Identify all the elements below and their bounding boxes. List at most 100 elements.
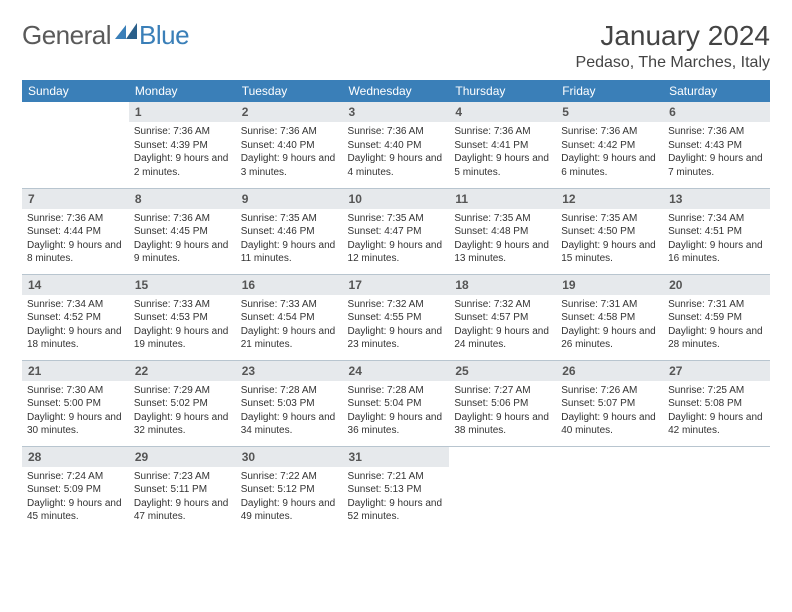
day-details: Sunrise: 7:27 AMSunset: 5:06 PMDaylight:… [449, 381, 556, 440]
day-details: Sunrise: 7:26 AMSunset: 5:07 PMDaylight:… [556, 381, 663, 440]
calendar-cell [663, 446, 770, 532]
day-number: 5 [556, 102, 663, 122]
day-details: Sunrise: 7:24 AMSunset: 5:09 PMDaylight:… [22, 467, 129, 526]
day-number: 22 [129, 361, 236, 381]
day-number: 10 [343, 189, 450, 209]
logo-text-blue: Blue [139, 20, 189, 51]
calendar-cell: 16Sunrise: 7:33 AMSunset: 4:54 PMDayligh… [236, 274, 343, 360]
weekday-header: Saturday [663, 80, 770, 102]
weekday-header: Monday [129, 80, 236, 102]
day-number: 26 [556, 361, 663, 381]
calendar-table: SundayMondayTuesdayWednesdayThursdayFrid… [22, 80, 770, 532]
calendar-cell: 27Sunrise: 7:25 AMSunset: 5:08 PMDayligh… [663, 360, 770, 446]
day-details: Sunrise: 7:31 AMSunset: 4:58 PMDaylight:… [556, 295, 663, 354]
day-details: Sunrise: 7:32 AMSunset: 4:57 PMDaylight:… [449, 295, 556, 354]
day-details: Sunrise: 7:21 AMSunset: 5:13 PMDaylight:… [343, 467, 450, 526]
day-details: Sunrise: 7:23 AMSunset: 5:11 PMDaylight:… [129, 467, 236, 526]
day-details: Sunrise: 7:36 AMSunset: 4:40 PMDaylight:… [343, 122, 450, 181]
calendar-cell [449, 446, 556, 532]
day-number: 8 [129, 189, 236, 209]
day-details: Sunrise: 7:35 AMSunset: 4:46 PMDaylight:… [236, 209, 343, 268]
calendar-row: 1Sunrise: 7:36 AMSunset: 4:39 PMDaylight… [22, 102, 770, 188]
day-number: 11 [449, 189, 556, 209]
day-number: 30 [236, 447, 343, 467]
logo-mark-icon [115, 23, 137, 39]
logo-text-general: General [22, 20, 111, 51]
day-number: 27 [663, 361, 770, 381]
day-number: 21 [22, 361, 129, 381]
calendar-row: 14Sunrise: 7:34 AMSunset: 4:52 PMDayligh… [22, 274, 770, 360]
calendar-cell: 12Sunrise: 7:35 AMSunset: 4:50 PMDayligh… [556, 188, 663, 274]
calendar-cell: 7Sunrise: 7:36 AMSunset: 4:44 PMDaylight… [22, 188, 129, 274]
day-number: 20 [663, 275, 770, 295]
calendar-cell: 31Sunrise: 7:21 AMSunset: 5:13 PMDayligh… [343, 446, 450, 532]
day-details: Sunrise: 7:36 AMSunset: 4:45 PMDaylight:… [129, 209, 236, 268]
day-details: Sunrise: 7:28 AMSunset: 5:04 PMDaylight:… [343, 381, 450, 440]
day-details: Sunrise: 7:35 AMSunset: 4:48 PMDaylight:… [449, 209, 556, 268]
day-details: Sunrise: 7:35 AMSunset: 4:47 PMDaylight:… [343, 209, 450, 268]
calendar-cell: 24Sunrise: 7:28 AMSunset: 5:04 PMDayligh… [343, 360, 450, 446]
calendar-cell: 6Sunrise: 7:36 AMSunset: 4:43 PMDaylight… [663, 102, 770, 188]
weekday-header: Thursday [449, 80, 556, 102]
weekday-header-row: SundayMondayTuesdayWednesdayThursdayFrid… [22, 80, 770, 102]
day-number: 28 [22, 447, 129, 467]
day-number: 7 [22, 189, 129, 209]
day-details: Sunrise: 7:34 AMSunset: 4:52 PMDaylight:… [22, 295, 129, 354]
calendar-cell: 19Sunrise: 7:31 AMSunset: 4:58 PMDayligh… [556, 274, 663, 360]
calendar-cell: 26Sunrise: 7:26 AMSunset: 5:07 PMDayligh… [556, 360, 663, 446]
calendar-row: 21Sunrise: 7:30 AMSunset: 5:00 PMDayligh… [22, 360, 770, 446]
day-number: 12 [556, 189, 663, 209]
calendar-cell: 2Sunrise: 7:36 AMSunset: 4:40 PMDaylight… [236, 102, 343, 188]
day-number: 29 [129, 447, 236, 467]
title-block: January 2024 Pedaso, The Marches, Italy [576, 20, 770, 72]
day-details: Sunrise: 7:36 AMSunset: 4:41 PMDaylight:… [449, 122, 556, 181]
weekday-header: Wednesday [343, 80, 450, 102]
calendar-cell: 4Sunrise: 7:36 AMSunset: 4:41 PMDaylight… [449, 102, 556, 188]
calendar-cell: 3Sunrise: 7:36 AMSunset: 4:40 PMDaylight… [343, 102, 450, 188]
day-number: 25 [449, 361, 556, 381]
calendar-cell: 25Sunrise: 7:27 AMSunset: 5:06 PMDayligh… [449, 360, 556, 446]
day-details: Sunrise: 7:36 AMSunset: 4:44 PMDaylight:… [22, 209, 129, 268]
calendar-cell: 28Sunrise: 7:24 AMSunset: 5:09 PMDayligh… [22, 446, 129, 532]
day-number: 14 [22, 275, 129, 295]
calendar-cell: 17Sunrise: 7:32 AMSunset: 4:55 PMDayligh… [343, 274, 450, 360]
day-details: Sunrise: 7:30 AMSunset: 5:00 PMDaylight:… [22, 381, 129, 440]
day-details: Sunrise: 7:28 AMSunset: 5:03 PMDaylight:… [236, 381, 343, 440]
calendar-cell: 15Sunrise: 7:33 AMSunset: 4:53 PMDayligh… [129, 274, 236, 360]
day-details: Sunrise: 7:36 AMSunset: 4:43 PMDaylight:… [663, 122, 770, 181]
calendar-cell: 1Sunrise: 7:36 AMSunset: 4:39 PMDaylight… [129, 102, 236, 188]
day-number: 31 [343, 447, 450, 467]
day-details: Sunrise: 7:36 AMSunset: 4:42 PMDaylight:… [556, 122, 663, 181]
calendar-cell: 21Sunrise: 7:30 AMSunset: 5:00 PMDayligh… [22, 360, 129, 446]
day-number: 2 [236, 102, 343, 122]
day-number: 18 [449, 275, 556, 295]
calendar-row: 28Sunrise: 7:24 AMSunset: 5:09 PMDayligh… [22, 446, 770, 532]
day-number: 19 [556, 275, 663, 295]
month-title: January 2024 [576, 20, 770, 52]
calendar-cell: 30Sunrise: 7:22 AMSunset: 5:12 PMDayligh… [236, 446, 343, 532]
day-number: 3 [343, 102, 450, 122]
day-number: 24 [343, 361, 450, 381]
day-number: 15 [129, 275, 236, 295]
day-number: 4 [449, 102, 556, 122]
day-details: Sunrise: 7:29 AMSunset: 5:02 PMDaylight:… [129, 381, 236, 440]
day-details: Sunrise: 7:31 AMSunset: 4:59 PMDaylight:… [663, 295, 770, 354]
day-details: Sunrise: 7:33 AMSunset: 4:54 PMDaylight:… [236, 295, 343, 354]
day-details: Sunrise: 7:25 AMSunset: 5:08 PMDaylight:… [663, 381, 770, 440]
calendar-cell: 18Sunrise: 7:32 AMSunset: 4:57 PMDayligh… [449, 274, 556, 360]
calendar-cell [22, 102, 129, 188]
calendar-body: 1Sunrise: 7:36 AMSunset: 4:39 PMDaylight… [22, 102, 770, 532]
calendar-cell: 20Sunrise: 7:31 AMSunset: 4:59 PMDayligh… [663, 274, 770, 360]
logo: General Blue [22, 20, 189, 51]
day-details: Sunrise: 7:22 AMSunset: 5:12 PMDaylight:… [236, 467, 343, 526]
calendar-cell: 29Sunrise: 7:23 AMSunset: 5:11 PMDayligh… [129, 446, 236, 532]
weekday-header: Sunday [22, 80, 129, 102]
day-details: Sunrise: 7:36 AMSunset: 4:39 PMDaylight:… [129, 122, 236, 181]
day-number: 17 [343, 275, 450, 295]
calendar-cell: 14Sunrise: 7:34 AMSunset: 4:52 PMDayligh… [22, 274, 129, 360]
calendar-cell [556, 446, 663, 532]
day-details: Sunrise: 7:35 AMSunset: 4:50 PMDaylight:… [556, 209, 663, 268]
day-number: 16 [236, 275, 343, 295]
calendar-cell: 22Sunrise: 7:29 AMSunset: 5:02 PMDayligh… [129, 360, 236, 446]
day-number: 6 [663, 102, 770, 122]
